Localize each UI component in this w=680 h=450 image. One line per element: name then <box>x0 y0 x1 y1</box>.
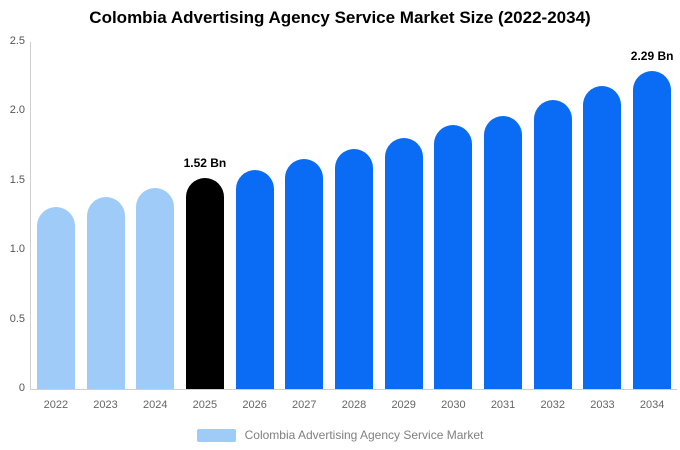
y-tick-0: 0 <box>18 382 25 394</box>
legend[interactable]: Colombia Advertising Agency Service Mark… <box>0 428 680 442</box>
legend-label: Colombia Advertising Agency Service Mark… <box>244 428 484 442</box>
bar-2026[interactable] <box>235 169 274 389</box>
bar-2031[interactable] <box>484 115 523 389</box>
chart-title: Colombia Advertising Agency Service Mark… <box>89 8 591 27</box>
y-tick-2.5: 2.5 <box>9 35 25 47</box>
x-tick-2028: 2028 <box>341 399 367 411</box>
data-label-2025: 1.52 Bn <box>183 156 227 171</box>
y-tick-0.5: 0.5 <box>9 312 25 325</box>
bar-2024[interactable] <box>136 187 175 389</box>
bar-2033[interactable] <box>583 86 622 389</box>
legend-swatch <box>196 428 236 442</box>
x-tick-2033: 2033 <box>590 399 615 411</box>
y-tick-1.5: 1.5 <box>9 173 25 186</box>
bar-2030[interactable] <box>434 125 473 389</box>
x-tick-2030: 2030 <box>441 399 466 411</box>
y-tick-2.0: 2.0 <box>9 104 25 117</box>
x-tick-2025: 2025 <box>192 399 218 411</box>
bar-2022[interactable] <box>36 207 75 389</box>
bar-2029[interactable] <box>384 137 423 389</box>
x-tick-2023: 2023 <box>93 399 118 411</box>
data-label-2034: 2.29 Bn <box>630 49 674 64</box>
x-tick-2024: 2024 <box>142 399 168 411</box>
x-tick-2034: 2034 <box>639 399 665 411</box>
plot-area: 0 0.5 1.0 1.5 2.0 2.5 2022 2023 2024 2025 2026 2027… <box>10 35 677 411</box>
x-tick-2026: 2026 <box>242 399 267 411</box>
bar-2025[interactable] <box>185 178 224 389</box>
x-tick-2032: 2032 <box>540 399 565 411</box>
x-tick-2022: 2022 <box>43 399 69 411</box>
y-tick-1.0: 1.0 <box>9 243 25 256</box>
bar-2032[interactable] <box>533 100 572 389</box>
bar-2027[interactable] <box>285 158 324 389</box>
x-tick-2031: 2031 <box>490 399 516 411</box>
bar-2034[interactable] <box>633 71 672 389</box>
bar-2028[interactable] <box>335 148 373 389</box>
bar-2023[interactable] <box>86 197 125 389</box>
x-tick-2029: 2029 <box>391 399 416 411</box>
x-tick-2027: 2027 <box>292 399 317 411</box>
